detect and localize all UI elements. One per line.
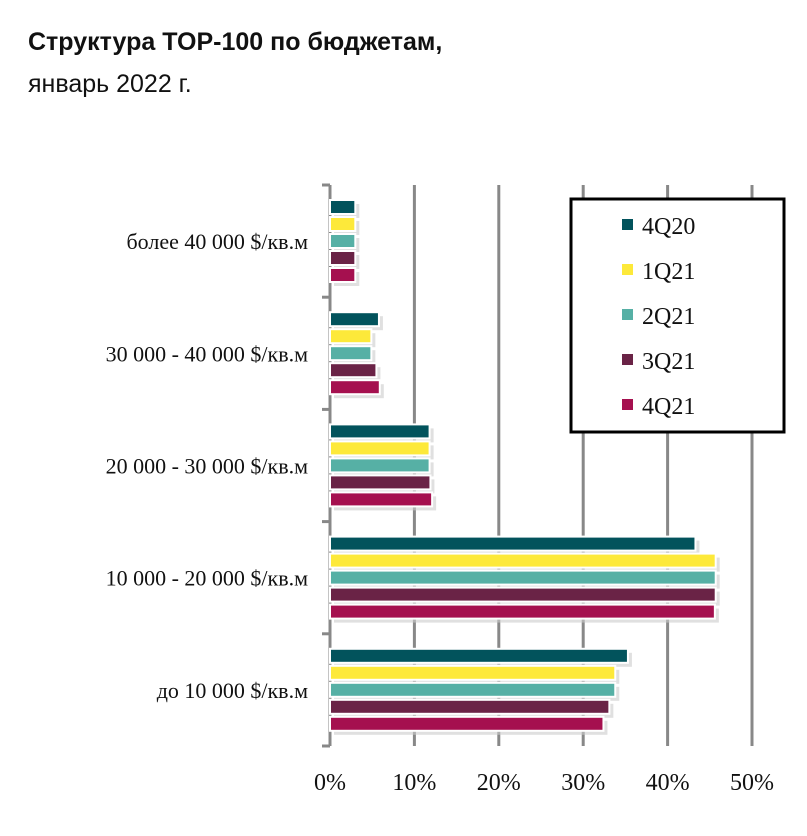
category-label: 30 000 - 40 000 $/кв.м bbox=[106, 341, 309, 366]
bar-1Q21 bbox=[329, 440, 431, 457]
legend-label: 3Q21 bbox=[642, 349, 695, 375]
x-tick-label: 50% bbox=[730, 770, 774, 796]
x-tick-label: 10% bbox=[392, 770, 436, 796]
bar-2Q21 bbox=[329, 457, 431, 474]
bar-3Q21 bbox=[329, 586, 717, 603]
bar-4Q20 bbox=[329, 199, 357, 215]
legend-swatch bbox=[622, 309, 633, 320]
bar-4Q21 bbox=[329, 603, 716, 620]
category-label: 10 000 - 20 000 $/кв.м bbox=[106, 566, 309, 591]
legend-swatch bbox=[622, 264, 633, 275]
bar-2Q21 bbox=[329, 569, 717, 586]
bar-3Q21 bbox=[329, 362, 378, 379]
x-tick-label: 20% bbox=[477, 770, 521, 796]
bar-2Q21 bbox=[329, 345, 373, 362]
legend-label: 2Q21 bbox=[642, 304, 695, 330]
x-tick-label: 0% bbox=[314, 770, 346, 796]
legend-swatch bbox=[622, 399, 633, 410]
chart-subtitle: январь 2022 г. bbox=[28, 70, 192, 98]
bar-4Q20 bbox=[329, 423, 431, 440]
bar-4Q21 bbox=[329, 491, 434, 508]
bar-2Q21 bbox=[329, 681, 617, 698]
category-label: до 10 000 $/кв.м bbox=[157, 678, 308, 703]
x-tick-label: 40% bbox=[646, 770, 690, 796]
bar-3Q21 bbox=[329, 250, 357, 266]
bar-4Q21 bbox=[329, 715, 605, 732]
legend-box bbox=[569, 197, 786, 434]
bar-1Q21 bbox=[329, 664, 617, 681]
bar-3Q21 bbox=[329, 698, 611, 715]
legend-label: 1Q21 bbox=[642, 259, 695, 285]
legend-label: 4Q20 bbox=[642, 214, 695, 240]
bar-1Q21 bbox=[329, 328, 373, 345]
legend-label: 4Q21 bbox=[642, 394, 695, 420]
bar-4Q21 bbox=[329, 379, 381, 396]
bar-4Q20 bbox=[329, 647, 629, 664]
bar-4Q20 bbox=[329, 311, 380, 328]
bar-1Q21 bbox=[329, 552, 717, 569]
category-label: 20 000 - 30 000 $/кв.м bbox=[106, 454, 309, 479]
category-label: более 40 000 $/кв.м bbox=[126, 229, 308, 254]
x-tick-label: 30% bbox=[561, 770, 605, 796]
bar-3Q21 bbox=[329, 474, 432, 491]
bar-4Q21 bbox=[329, 267, 357, 283]
bar-2Q21 bbox=[329, 233, 357, 249]
legend-swatch bbox=[622, 354, 633, 365]
bar-4Q20 bbox=[329, 535, 697, 552]
legend-swatch bbox=[622, 219, 633, 230]
chart-title: Структура TOP-100 по бюджетам, bbox=[28, 28, 443, 56]
bar-1Q21 bbox=[329, 216, 357, 232]
